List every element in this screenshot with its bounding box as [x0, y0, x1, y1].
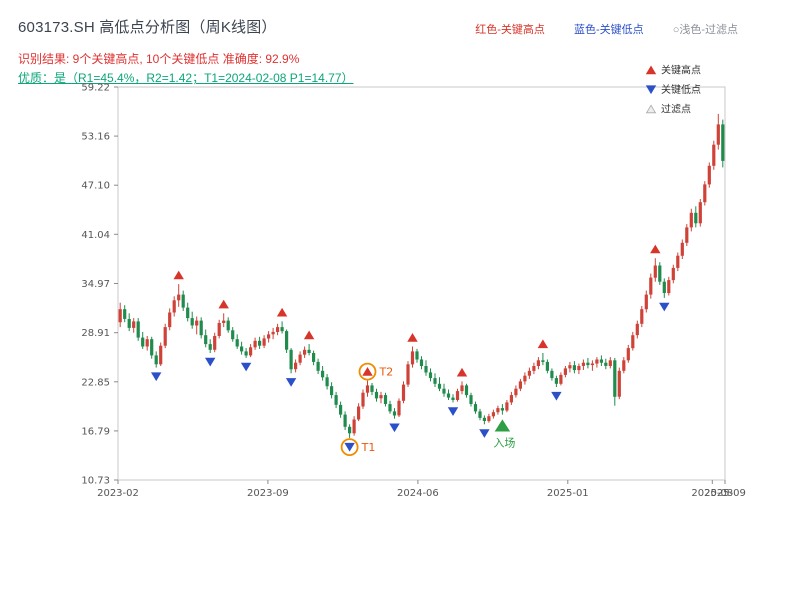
svg-text:2023-09: 2023-09: [247, 488, 289, 499]
svg-text:关键高点: 关键高点: [661, 64, 701, 77]
svg-text:53.16: 53.16: [81, 132, 110, 143]
T2-circle-icon: [358, 362, 377, 381]
svg-text:关键低点: 关键低点: [661, 83, 701, 96]
svg-text:34.97: 34.97: [81, 279, 110, 290]
T1-circle-icon: [340, 438, 359, 457]
quality-result-line: 优质：是（R1=45.4%，R2=1.42；T1=2024-02-08 P1=1…: [18, 71, 354, 85]
top-legend-key-low-label: 蓝色-关键低点: [573, 24, 644, 36]
recognition-result-line: 识别结果: 9个关键高点, 10个关键低点 准确度: 92.9%: [18, 52, 300, 66]
svg-text:10.73: 10.73: [81, 476, 110, 487]
entry-label: 入场: [493, 436, 515, 450]
T2-label: T2: [379, 366, 394, 379]
T1-label: T1: [361, 441, 376, 454]
top-legend-key-high-label: 红色-关键高点: [475, 24, 545, 36]
svg-text:2023-02: 2023-02: [97, 488, 139, 499]
plot-frame: [117, 86, 726, 481]
x-axis: 2023-02 2023-09 2024-06 2025-01 2025-082025-…: [97, 480, 746, 499]
svg-text:2025-01: 2025-01: [547, 488, 589, 499]
key-low-markers: [150, 302, 670, 452]
top-legend-filtered-label: ○浅色-过滤点: [672, 24, 738, 36]
entry-marker: 入场: [493, 419, 515, 450]
page-title: 603173.SH 高低点分析图（周K线图）: [18, 19, 277, 36]
t-point-annotations: T1 T2: [340, 362, 394, 457]
svg-text:2024-06: 2024-06: [397, 488, 439, 499]
svg-text:2025-09: 2025-09: [704, 488, 746, 499]
svg-text:41.04: 41.04: [81, 230, 110, 241]
key-high-markers: [173, 244, 661, 377]
svg-text:47.10: 47.10: [81, 181, 110, 192]
candles: [118, 113, 725, 439]
svg-text:59.22: 59.22: [81, 83, 110, 94]
svg-text:22.85: 22.85: [81, 377, 110, 388]
svg-text:过滤点: 过滤点: [661, 103, 691, 116]
svg-text:16.79: 16.79: [81, 426, 110, 437]
svg-text:28.91: 28.91: [81, 328, 110, 339]
top-legend: 红色-关键高点 蓝色-关键低点 ○浅色-过滤点: [449, 21, 738, 37]
svg-text:2025-08: 2025-08: [691, 488, 733, 499]
y-axis: 10.73 16.79 22.85 28.91 34.97 41.04 47.10 53.16…: [81, 83, 118, 487]
